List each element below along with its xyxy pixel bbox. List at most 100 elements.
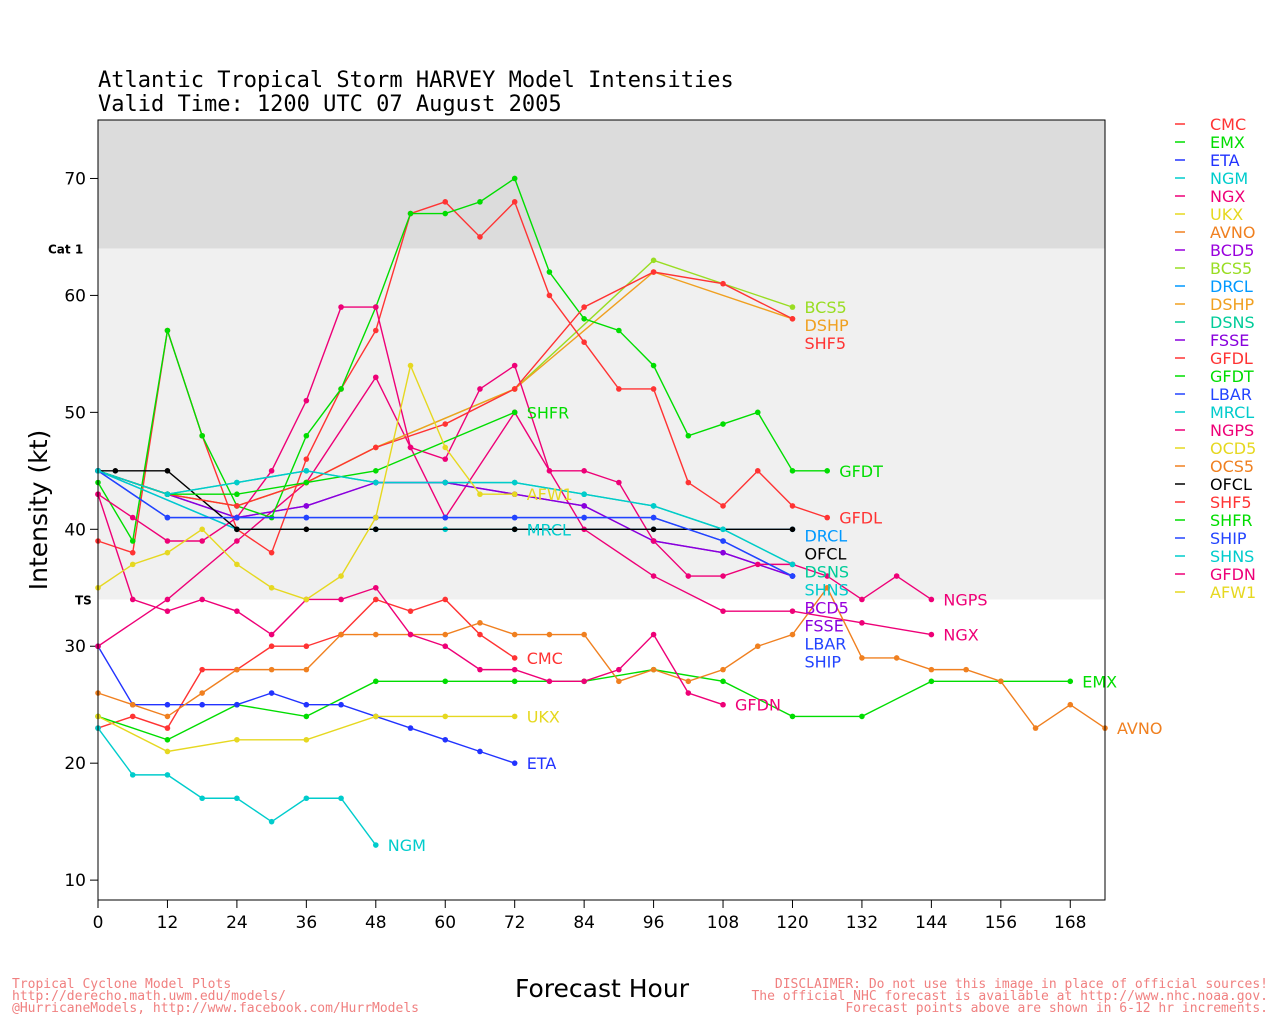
legend-entry: SHIP [1210, 529, 1247, 548]
y-axis-label: Intensity (kt) [24, 430, 53, 591]
data-point [789, 468, 796, 474]
data-point [338, 596, 344, 603]
y-tick-label: 10 [64, 871, 86, 891]
data-point [372, 631, 379, 638]
series-end-label: SHNS [804, 581, 848, 600]
data-point [268, 690, 275, 696]
data-point [754, 468, 761, 474]
series-line [97, 177, 828, 543]
data-point [442, 421, 449, 427]
data-point [685, 479, 692, 486]
legend-entry: OCD5 [1210, 439, 1256, 458]
data-point [650, 526, 657, 533]
data-point [650, 503, 657, 509]
series-line [97, 586, 1106, 730]
data-point [338, 573, 344, 579]
data-point [477, 631, 483, 638]
data-point [129, 561, 136, 568]
legend-entry: SHF5 [1210, 493, 1252, 512]
legend-entry: FSSE [1210, 331, 1249, 350]
data-point [859, 655, 865, 661]
data-point [511, 655, 518, 661]
data-point [650, 538, 657, 544]
data-point [372, 584, 379, 591]
x-tick-label: 120 [776, 913, 808, 933]
data-point [234, 666, 240, 673]
data-point [442, 514, 449, 521]
legend-entry: GFDL [1210, 349, 1253, 368]
data-point [893, 573, 900, 579]
data-point [581, 339, 587, 345]
data-point [616, 666, 622, 673]
data-point [129, 701, 136, 708]
series-end-label: OFCL [804, 545, 846, 564]
data-point [824, 584, 831, 591]
data-point [407, 444, 414, 451]
data-point [477, 491, 483, 498]
data-point [685, 690, 692, 696]
legend-entry: BCD5 [1210, 241, 1254, 260]
data-point [442, 643, 449, 650]
data-point [546, 631, 553, 638]
x-tick-label: 24 [226, 913, 248, 933]
data-point [581, 304, 587, 310]
series-end-label: FSSE [804, 617, 843, 636]
data-point [511, 491, 518, 498]
data-point [720, 538, 726, 544]
data-point [303, 713, 310, 720]
data-point [998, 678, 1004, 685]
data-point [511, 678, 518, 685]
data-point [581, 514, 587, 521]
x-tick-label: 48 [365, 913, 387, 933]
data-point [372, 479, 379, 486]
series-line [97, 200, 828, 554]
footer-left-2: http://derecho.math.uwm.edu/models/ [12, 989, 286, 1004]
data-point [372, 327, 379, 334]
data-point [789, 713, 796, 720]
data-point [372, 526, 379, 533]
data-point [164, 701, 171, 708]
y-tick-label: 60 [64, 286, 86, 306]
data-point [164, 327, 171, 334]
data-point [234, 701, 240, 708]
data-point [789, 561, 796, 568]
data-point [581, 678, 587, 685]
data-point [129, 514, 136, 521]
data-point [581, 468, 587, 474]
data-point [824, 573, 831, 579]
data-point [372, 468, 379, 474]
data-point [720, 549, 726, 556]
x-tick-label: 60 [434, 913, 456, 933]
series-end-label: LBAR [804, 635, 846, 654]
data-point [720, 666, 726, 673]
data-point [789, 316, 796, 322]
legend-entry: GFDN [1210, 565, 1256, 584]
x-tick-label: 96 [643, 913, 665, 933]
data-point [754, 409, 761, 416]
data-point [129, 549, 136, 556]
legend-entry: DRCL [1210, 277, 1253, 296]
series-end-label: MRCL [527, 520, 571, 539]
series-ukx [95, 713, 518, 755]
data-point [442, 199, 449, 205]
y-tick-label: 30 [64, 637, 86, 657]
data-point [199, 666, 205, 673]
data-point [234, 503, 240, 509]
data-point [824, 468, 831, 474]
data-point [303, 666, 310, 673]
data-point [720, 678, 726, 685]
x-tick-label: 132 [846, 913, 878, 933]
data-point [303, 643, 310, 650]
data-point [1067, 701, 1074, 708]
data-point [268, 818, 275, 825]
data-point [234, 514, 240, 521]
data-point [685, 432, 692, 439]
x-tick-label: 36 [296, 913, 318, 933]
legend-entry: EMX [1210, 133, 1245, 152]
data-point [511, 479, 518, 486]
data-point [268, 643, 275, 650]
data-point [338, 386, 344, 392]
chart-title: Atlantic Tropical Storm HARVEY Model Int… [98, 68, 734, 93]
data-point [511, 409, 518, 416]
data-point [685, 678, 692, 685]
